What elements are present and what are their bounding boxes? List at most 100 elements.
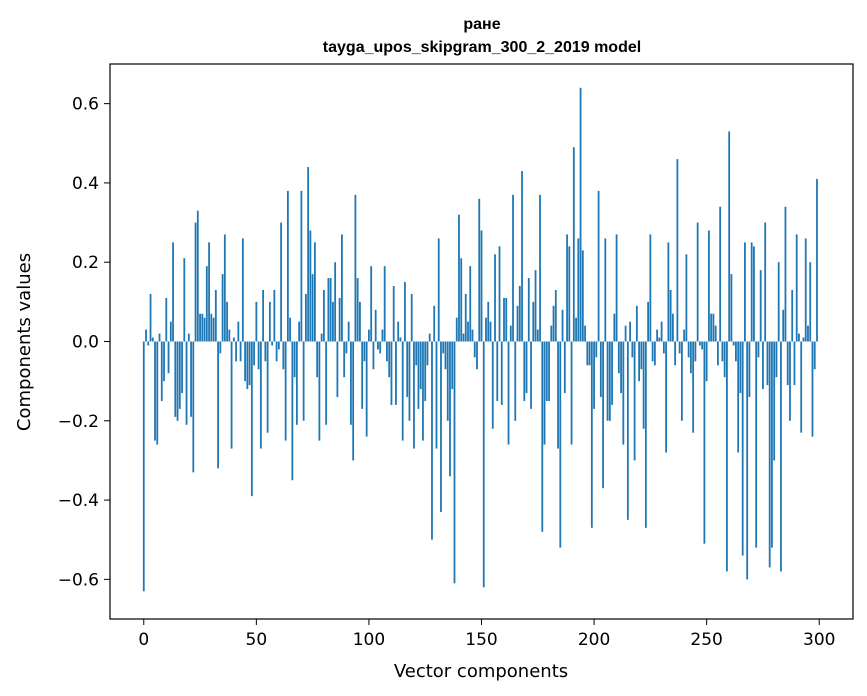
bar-240: [683, 329, 686, 342]
bar-233: [667, 242, 670, 342]
bar-208: [611, 341, 613, 405]
bar-243: [689, 341, 692, 374]
bar-238: [678, 341, 681, 354]
bar-151: [482, 341, 485, 588]
bar-12: [169, 321, 172, 342]
bar-132: [440, 341, 442, 512]
bar-38: [228, 329, 231, 342]
bar-64: [286, 190, 289, 342]
bar-4: [151, 337, 154, 342]
bar-232: [665, 341, 668, 453]
bar-162: [507, 341, 510, 445]
bar-11: [167, 341, 170, 374]
bar-100: [368, 329, 370, 342]
bar-74: [309, 230, 312, 342]
bar-136: [449, 341, 451, 477]
bar-218: [633, 341, 636, 461]
bar-60: [277, 341, 280, 350]
bar-31: [212, 317, 215, 342]
x-tick-label: 100: [353, 630, 385, 650]
bar-114: [399, 337, 402, 342]
bar-283: [780, 341, 782, 572]
bar-32: [214, 289, 217, 342]
bar-115: [401, 341, 404, 441]
bar-113: [397, 321, 400, 342]
bar-2: [147, 341, 150, 346]
bar-242: [687, 341, 690, 358]
axes-frame: [109, 63, 854, 620]
bar-287: [789, 341, 791, 421]
bar-249: [703, 341, 706, 544]
bar-84: [332, 301, 334, 342]
bar-121: [415, 341, 418, 366]
bar-198: [588, 341, 591, 366]
bar-293: [802, 337, 805, 342]
bar-123: [419, 341, 422, 390]
bar-82: [327, 278, 330, 342]
bar-260: [728, 131, 731, 342]
bar-90: [345, 341, 348, 354]
bar-227: [653, 341, 656, 366]
bar-159: [500, 341, 503, 405]
bar-158: [498, 246, 501, 342]
bar-213: [622, 341, 625, 445]
bar-14: [174, 341, 177, 417]
bar-23: [194, 222, 197, 342]
bar-93: [352, 341, 355, 461]
bar-112: [395, 341, 397, 405]
bar-263: [735, 341, 737, 362]
x-tick-label: 300: [803, 630, 835, 650]
bar-255: [717, 341, 719, 366]
bar-152: [485, 317, 487, 342]
bar-63: [284, 341, 287, 441]
bar-39: [230, 341, 233, 449]
bar-228: [656, 329, 659, 342]
bar-156: [494, 254, 496, 342]
bar-194: [579, 87, 582, 342]
bar-33: [217, 341, 219, 469]
bar-146: [471, 329, 474, 342]
bar-262: [732, 341, 735, 346]
bar-127: [428, 333, 431, 342]
bar-1: [145, 329, 147, 342]
bar-259: [726, 341, 728, 572]
bar-203: [599, 341, 602, 397]
bar-177: [541, 341, 544, 532]
bar-94: [354, 194, 357, 342]
bar-165: [514, 341, 517, 421]
bar-164: [512, 194, 514, 342]
bar-98: [363, 341, 366, 362]
bar-122: [417, 341, 420, 409]
bar-168: [521, 171, 523, 342]
bar-6: [156, 341, 159, 445]
bar-223: [644, 341, 647, 528]
bar-80: [322, 289, 325, 342]
bar-176: [539, 194, 541, 342]
bar-78: [318, 341, 321, 441]
bar-281: [775, 341, 778, 378]
bar-133: [442, 341, 445, 354]
bar-22: [192, 341, 195, 473]
y-tick-label: 0.2: [72, 253, 99, 273]
bar-202: [597, 190, 600, 342]
bar-221: [640, 341, 643, 370]
bar-40: [232, 337, 235, 342]
bar-57: [271, 341, 274, 346]
bar-143: [464, 293, 467, 342]
bar-46: [246, 341, 249, 390]
bar-257: [721, 341, 724, 362]
bar-284: [782, 309, 785, 342]
bar-273: [757, 341, 760, 358]
bar-45: [244, 341, 246, 382]
bar-105: [379, 341, 382, 354]
bar-173: [532, 301, 535, 342]
bar-178: [543, 341, 546, 445]
bar-69: [298, 321, 301, 342]
bar-237: [676, 159, 679, 342]
bar-106: [381, 329, 384, 342]
bar-211: [617, 341, 620, 374]
bar-144: [467, 321, 469, 342]
bar-201: [595, 341, 598, 358]
